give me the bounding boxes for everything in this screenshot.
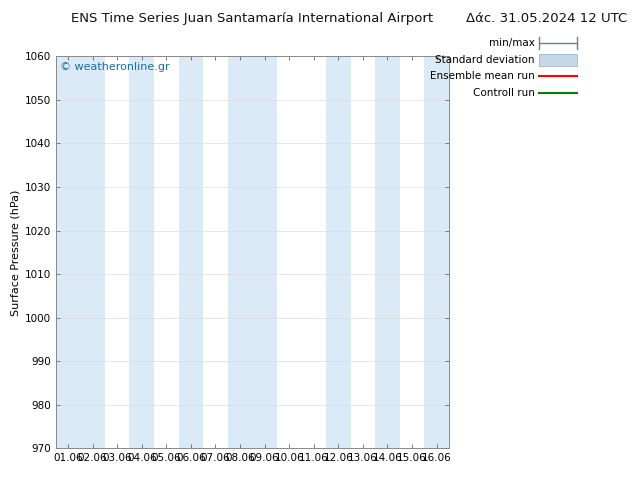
Bar bbox=[424, 56, 449, 448]
Bar bbox=[375, 56, 399, 448]
Bar bbox=[228, 56, 252, 448]
Text: Ensemble mean run: Ensemble mean run bbox=[430, 72, 534, 81]
Y-axis label: Surface Pressure (hPa): Surface Pressure (hPa) bbox=[11, 189, 20, 316]
Bar bbox=[81, 56, 105, 448]
Bar bbox=[179, 56, 203, 448]
Text: © weatheronline.gr: © weatheronline.gr bbox=[60, 62, 169, 72]
Bar bbox=[56, 56, 81, 448]
Text: Δάϲ. 31.05.2024 12 UTC: Δάϲ. 31.05.2024 12 UTC bbox=[467, 12, 628, 25]
Text: Controll run: Controll run bbox=[472, 88, 534, 98]
Bar bbox=[326, 56, 351, 448]
Text: Standard deviation: Standard deviation bbox=[435, 55, 534, 65]
Bar bbox=[539, 54, 577, 66]
Text: min/max: min/max bbox=[489, 38, 534, 48]
Bar bbox=[252, 56, 277, 448]
Bar bbox=[129, 56, 154, 448]
Text: ENS Time Series Juan Santamaría International Airport: ENS Time Series Juan Santamaría Internat… bbox=[71, 12, 434, 25]
